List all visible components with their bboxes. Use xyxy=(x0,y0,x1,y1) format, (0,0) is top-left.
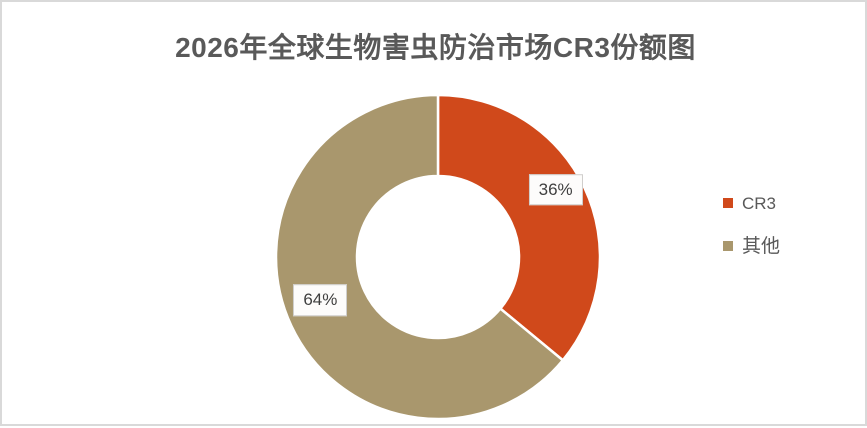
legend-item-other[interactable]: 其他 xyxy=(723,235,780,257)
pie-slice-cr3[interactable] xyxy=(436,93,602,362)
legend-label-cr3: CR3 xyxy=(742,193,777,213)
legend-swatch-other xyxy=(723,241,733,251)
chart-title: 2026年全球生物害虫防治市场CR3份额图 xyxy=(175,32,696,63)
legend-swatch-cr3 xyxy=(723,198,733,208)
legend-item-cr3[interactable]: CR3 xyxy=(723,192,780,214)
data-label-cr3: 36% xyxy=(528,173,583,206)
pie-slice-slice-2[interactable] xyxy=(274,93,565,421)
data-label-other: 64% xyxy=(293,284,348,317)
legend: CR3 其他 xyxy=(723,192,780,257)
legend-label-other: 其他 xyxy=(742,235,781,257)
